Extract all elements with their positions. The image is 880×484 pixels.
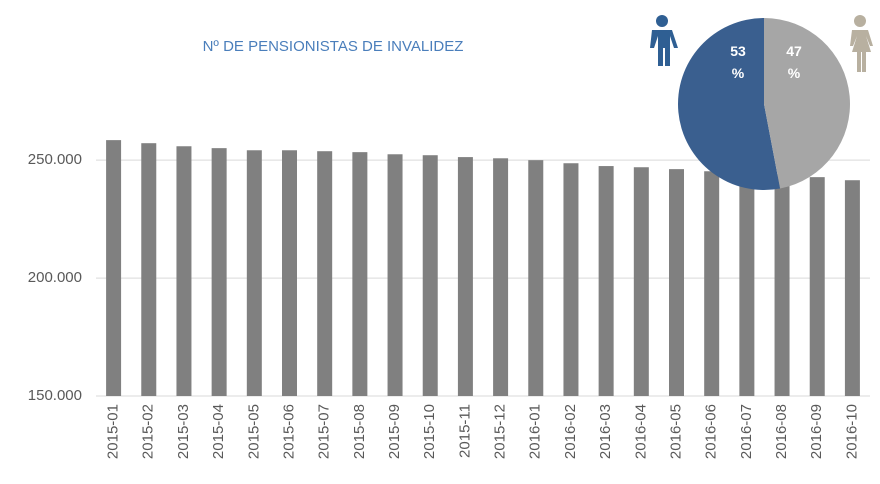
bar — [809, 177, 825, 396]
bar — [141, 143, 157, 396]
x-tick-label: 2016-02 — [562, 404, 579, 459]
bar — [704, 171, 720, 396]
x-tick-label: 2016-09 — [808, 404, 825, 459]
x-tick-label: 2016-06 — [703, 404, 720, 459]
bar — [739, 173, 755, 396]
bar — [563, 163, 579, 396]
bar — [844, 180, 860, 396]
pie-slice — [678, 18, 781, 190]
bar — [387, 154, 403, 396]
x-tick-label: 2016-03 — [597, 404, 614, 459]
x-tick-label: 2015-02 — [140, 404, 157, 459]
chart-title: Nº DE PENSIONISTAS DE INVALIDEZ — [203, 38, 464, 55]
bar — [493, 158, 509, 396]
x-tick-label: 2016-04 — [632, 404, 649, 459]
bar — [633, 167, 649, 396]
bar — [528, 160, 544, 396]
pie-slice — [764, 18, 851, 189]
male-icon — [650, 15, 678, 66]
x-tick-label: 2016-08 — [773, 404, 790, 459]
x-tick-label: 2015-11 — [456, 404, 473, 458]
x-tick-label: 2016-07 — [738, 404, 755, 459]
x-tick-label: 2015-09 — [386, 404, 403, 459]
y-tick-label: 200.000 — [28, 269, 82, 286]
bar — [422, 155, 438, 396]
bar — [106, 140, 122, 396]
y-tick-label: 250.000 — [28, 151, 82, 168]
bar — [282, 150, 297, 396]
bar — [669, 169, 684, 396]
x-tick-label: 2015-08 — [351, 404, 368, 459]
bar — [352, 152, 368, 396]
x-tick-label: 2015-06 — [280, 404, 297, 459]
pie-label: 47 % — [786, 43, 802, 81]
pie-label: 53 % — [730, 43, 746, 81]
bar — [457, 157, 473, 396]
x-tick-label: 2015-12 — [492, 404, 509, 459]
bar — [774, 175, 790, 396]
x-tick-label: 2016-10 — [843, 404, 860, 459]
x-tick-label: 2015-03 — [175, 404, 192, 459]
x-tick-label: 2016-05 — [667, 404, 684, 459]
bar — [176, 146, 192, 396]
x-tick-label: 2015-04 — [210, 404, 227, 459]
x-tick-label: 2016-01 — [527, 404, 544, 459]
bar — [598, 166, 614, 396]
y-tick-label: 150.000 — [28, 387, 82, 404]
bar — [211, 148, 227, 396]
pie — [678, 18, 851, 190]
plot: 150.000 200.000 250.000 2015-01 2015-02 2015-… — [28, 140, 870, 459]
female-icon — [850, 15, 873, 72]
x-tick-label: 2015-07 — [316, 404, 333, 459]
bar — [317, 151, 333, 396]
x-tick-label: 2015-10 — [421, 404, 438, 459]
bar — [246, 150, 262, 396]
x-tick-label: 2015-01 — [105, 404, 122, 459]
x-tick-label: 2015-05 — [245, 404, 262, 459]
